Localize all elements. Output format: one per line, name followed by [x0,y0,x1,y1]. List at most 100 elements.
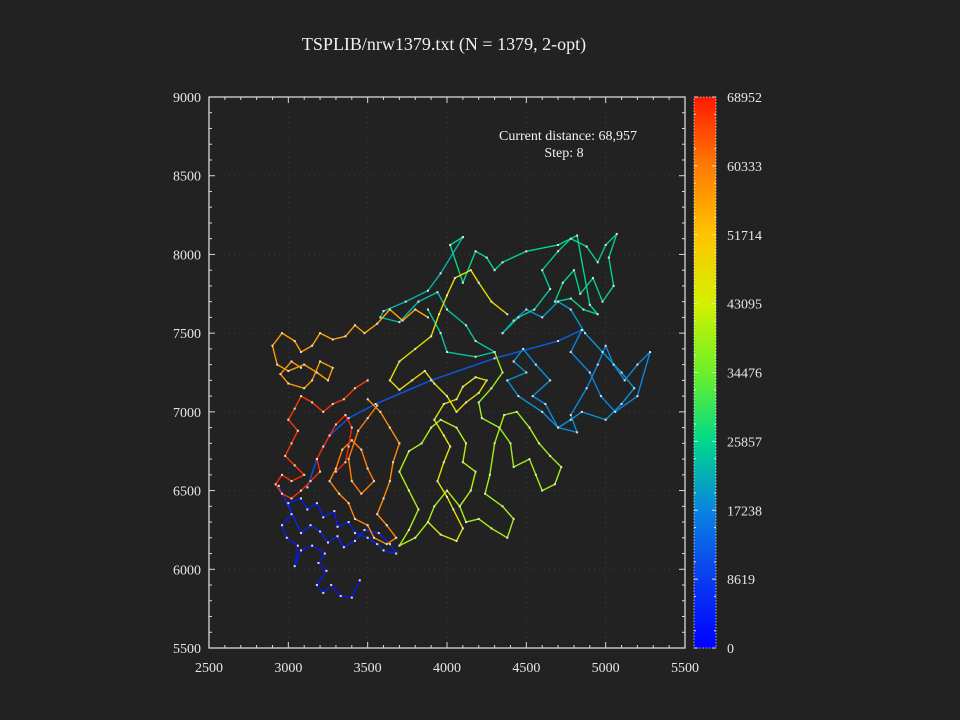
tour-edge [620,371,635,389]
city-node [366,536,369,539]
city-node [327,379,329,382]
tour-edge [336,521,350,528]
city-node [439,533,442,536]
city-node [300,395,303,398]
x-tick-label: 2500 [195,661,223,676]
city-node [449,445,452,448]
tour-edge [443,434,451,448]
city-node [315,502,318,505]
city-node [585,245,588,248]
tour-edge [319,530,329,544]
tour-edge [522,348,537,366]
tour-edge [439,533,458,542]
tour-edge [446,308,467,326]
city-node [490,387,493,390]
city-node [541,316,544,319]
city-node [620,402,623,405]
tour-edge [382,300,407,312]
city-node [306,486,309,489]
city-node [569,414,572,417]
tour-edge [398,348,416,363]
tour-edge [533,288,551,311]
city-node [293,407,296,410]
tour-edge [541,250,559,271]
tour-edge [343,540,356,548]
city-node [300,549,303,552]
city-node [533,308,536,311]
city-node [623,379,626,382]
tour-edge [316,445,324,460]
tour-edge [360,448,369,470]
city-node [300,366,303,369]
city-node [455,539,458,542]
city-node [442,461,445,464]
city-node [474,470,477,473]
city-node [407,528,410,531]
tour-edge [478,282,493,303]
tour-edge [517,308,535,319]
city-node [490,300,493,303]
tour-edge [427,505,436,523]
chart-title: TSPLIB/nrw1379.txt (N = 1379, 2-opt) [301,34,587,54]
tour-edge [585,245,599,263]
tour-edge [531,379,551,397]
tour-edge [541,269,551,290]
city-node [576,234,579,237]
city-node [287,418,290,421]
tour-edge [363,529,380,534]
tour-edge [597,244,607,263]
city-node [484,492,487,495]
city-node [433,418,436,421]
tour-edge [582,308,599,315]
city-node [517,395,520,398]
tour-edge [455,527,464,542]
city-node [357,429,360,432]
tour-edge [462,442,467,463]
city-node [509,442,512,445]
city-node [446,294,448,297]
tour-edge [436,291,448,311]
tour-edge [417,291,439,303]
tour-edge [454,269,472,279]
city-node [465,324,468,327]
tour-edge [386,537,397,545]
tour-edge [405,289,429,303]
tour-edge [300,345,313,353]
tour-edge [597,345,607,366]
city-node [449,243,452,246]
city-node [290,480,293,483]
city-node [382,497,385,500]
city-node [522,347,525,350]
city-node [512,360,515,363]
tour-edge [470,470,477,492]
city-node [353,532,356,535]
tour-edge [327,535,339,544]
city-node [439,418,442,421]
tour-edge [498,426,512,445]
city-node [395,552,398,555]
city-node [382,310,385,313]
city-node [601,351,604,354]
city-node [474,376,477,379]
tour-edge [316,584,324,594]
tour-edge [322,510,336,519]
city-node [512,465,515,468]
tour-edge [474,376,488,382]
y-tick-label: 7500 [173,327,201,342]
tour-edge [279,373,290,385]
tour-edge [366,524,375,539]
city-node [353,539,356,542]
tour-edge [322,434,331,448]
tour-edge [363,322,378,334]
city-node [353,324,356,327]
tour-edge [608,233,618,259]
city-node [280,332,283,335]
tour-edge [373,537,388,545]
city-node [319,530,322,533]
tour-edge [287,408,296,421]
colorbar-tick-label: 68952 [727,91,762,106]
city-node [274,483,277,486]
city-node [280,524,283,527]
city-node [385,524,388,527]
